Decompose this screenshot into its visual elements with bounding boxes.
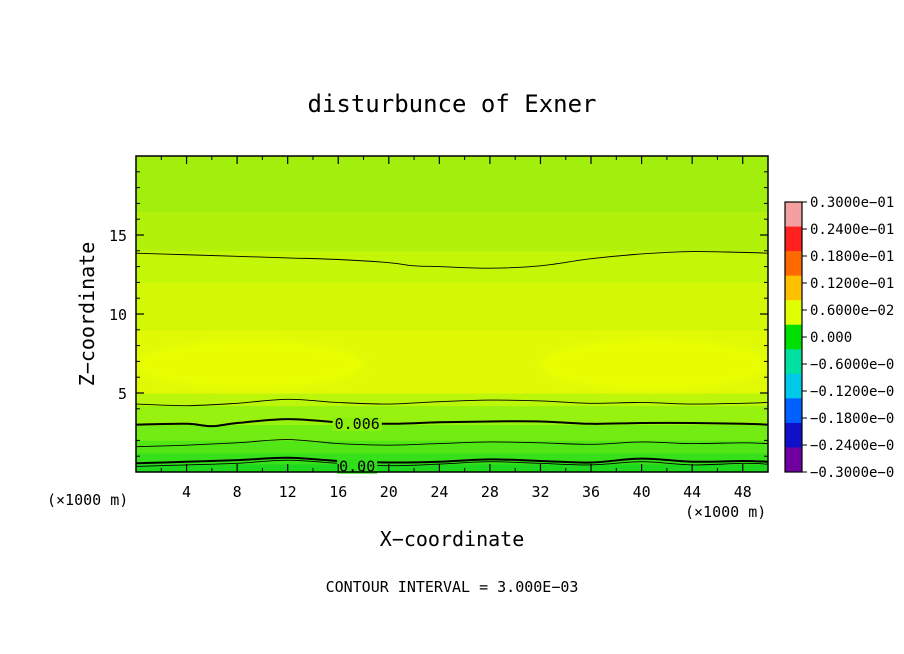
x-tick-label-28: 28	[481, 483, 499, 501]
contour-label-background-1	[337, 459, 378, 474]
field-band-1	[136, 453, 768, 465]
field-band-7	[136, 282, 768, 331]
colorbar-swatch-8	[785, 398, 802, 424]
field-layer	[136, 156, 768, 472]
x-tick-label-40: 40	[633, 483, 651, 501]
colorbar-swatch-3	[785, 275, 802, 301]
colorbar-label-9: −0.2400e−0	[810, 438, 894, 454]
colorbar-swatch-2	[785, 251, 802, 277]
field-band-9	[136, 211, 768, 252]
colorbar-label-6: −0.6000e−0	[810, 357, 894, 373]
x-unit-label-right: (×1000 m)	[685, 503, 766, 521]
field-band-3	[136, 424, 768, 441]
field-band-10	[136, 156, 768, 212]
colorbar-label-8: −0.1800e−0	[810, 411, 894, 427]
y-tick-label-5: 5	[118, 385, 127, 403]
field-band-2	[136, 440, 768, 454]
field-band-5	[136, 393, 768, 407]
colorbar-swatch-0	[785, 202, 802, 228]
contour-label-background-0	[332, 417, 382, 432]
colorbar-swatch-6	[785, 349, 802, 375]
x-tick-label-12: 12	[279, 483, 297, 501]
y-tick-label-15: 15	[109, 227, 127, 245]
x-axis-label: X−coordinate	[380, 527, 525, 551]
contour-line-5	[136, 251, 768, 269]
x-tick-label-48: 48	[734, 483, 752, 501]
contour-interval-note: CONTOUR INTERVAL = 3.000E−03	[326, 578, 579, 596]
x-tick-label-32: 32	[531, 483, 549, 501]
x-axis: 4 8 12 16 20 24 28 32 36 40 44 48	[160, 156, 752, 501]
field-band-4	[136, 405, 768, 426]
x-tick-label-24: 24	[430, 483, 448, 501]
y-tick-label-10: 10	[109, 306, 127, 324]
contour-line-1	[136, 456, 768, 465]
colorbar-label-0: 0.3000e−01	[810, 195, 894, 211]
colorbar-label-2: 0.1800e−01	[810, 249, 894, 265]
colorbar-label-5: 0.000	[810, 330, 852, 346]
contour-label-1: 0.00	[339, 458, 375, 476]
colorbar-swatch-5	[785, 324, 802, 350]
contour-label-0: 0.006	[335, 415, 380, 433]
x-tick-label-20: 20	[380, 483, 398, 501]
colorbar-label-10: −0.3000e−0	[810, 465, 894, 481]
x-tick-label-36: 36	[582, 483, 600, 501]
field-band-0	[136, 464, 768, 472]
contour-label-layer: 0.006 0.00	[332, 415, 382, 476]
colorbar-label-4: 0.6000e−02	[810, 303, 894, 319]
contour-line-4	[136, 398, 768, 407]
colorbar-label-7: −0.1200e−0	[810, 384, 894, 400]
x-tick-label-16: 16	[329, 483, 347, 501]
contour-line-0	[136, 459, 768, 467]
colorbar-swatch-7	[785, 373, 802, 399]
x-tick-label-44: 44	[683, 483, 701, 501]
contour-line-2	[136, 439, 768, 448]
y-axis: 5 10 15	[109, 171, 768, 457]
field-maximum-0	[136, 340, 364, 389]
colorbar-swatch-9	[785, 422, 802, 448]
field-maximum-1	[540, 339, 768, 390]
x-unit-label-left: (×1000 m)	[47, 491, 128, 509]
colorbar-swatch-1	[785, 226, 802, 252]
y-axis-label: Z−coordinate	[75, 242, 99, 387]
chart-title: disturbunce of Exner	[308, 90, 597, 118]
contour-line-3	[136, 418, 768, 428]
colorbar-label-3: 0.1200e−01	[810, 276, 894, 292]
x-tick-label-4: 4	[182, 483, 191, 501]
x-tick-label-8: 8	[233, 483, 242, 501]
colorbar-swatch-4	[785, 300, 802, 326]
contour-layer	[136, 251, 768, 467]
colorbar: 0.3000e−01 0.2400e−01 0.1800e−01 0.1200e−01…	[784, 195, 894, 481]
colorbar-label-1: 0.2400e−01	[810, 222, 894, 238]
colorbar-swatch-10	[785, 447, 802, 473]
